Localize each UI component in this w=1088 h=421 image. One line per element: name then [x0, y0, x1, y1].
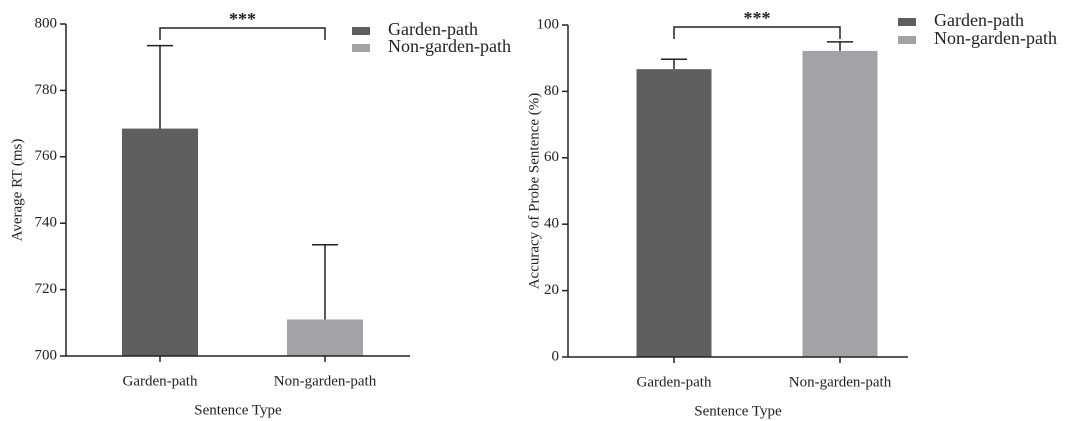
- bar: [802, 50, 878, 358]
- y-tick-label: 40: [544, 216, 559, 232]
- y-tick-label: 760: [35, 148, 58, 164]
- x-axis-label: Sentence Type: [694, 403, 782, 419]
- y-tick-label: 60: [544, 149, 559, 165]
- legend-label: Non-garden-path: [388, 36, 511, 56]
- y-axis-label: Average RT (ms): [9, 139, 25, 242]
- y-tick-label: 720: [35, 281, 58, 297]
- legend-swatch: [898, 18, 916, 26]
- legend-label: Garden-path: [388, 19, 478, 39]
- significance-label: ***: [229, 9, 256, 29]
- bar: [287, 319, 363, 356]
- x-tick-label: Garden-path: [123, 373, 198, 389]
- legend-label: Garden-path: [934, 10, 1024, 30]
- y-tick-label: 0: [552, 348, 560, 364]
- y-tick-label: 740: [35, 215, 58, 231]
- significance-bracket: [673, 26, 841, 39]
- y-tick-label: 80: [544, 83, 559, 99]
- bar: [636, 69, 712, 357]
- significance-bracket: [159, 27, 326, 40]
- legend-swatch: [352, 27, 370, 35]
- y-tick-label: 800: [35, 15, 58, 31]
- y-tick-label: 100: [537, 16, 560, 32]
- x-axis-label: Sentence Type: [194, 402, 282, 418]
- x-tick-label: Non-garden-path: [274, 373, 377, 389]
- x-tick-label: Non-garden-path: [789, 374, 892, 390]
- x-tick-label: Garden-path: [637, 374, 712, 390]
- significance-label: ***: [744, 8, 771, 28]
- legend-swatch: [898, 36, 916, 44]
- bar: [122, 128, 198, 356]
- y-tick-label: 780: [35, 82, 58, 98]
- y-axis-label: Accuracy of Probe Sentence (%): [526, 93, 542, 290]
- legend-swatch: [352, 44, 370, 52]
- y-tick-label: 700: [35, 347, 58, 363]
- y-tick-label: 20: [544, 282, 559, 298]
- legend-label: Non-garden-path: [934, 28, 1057, 48]
